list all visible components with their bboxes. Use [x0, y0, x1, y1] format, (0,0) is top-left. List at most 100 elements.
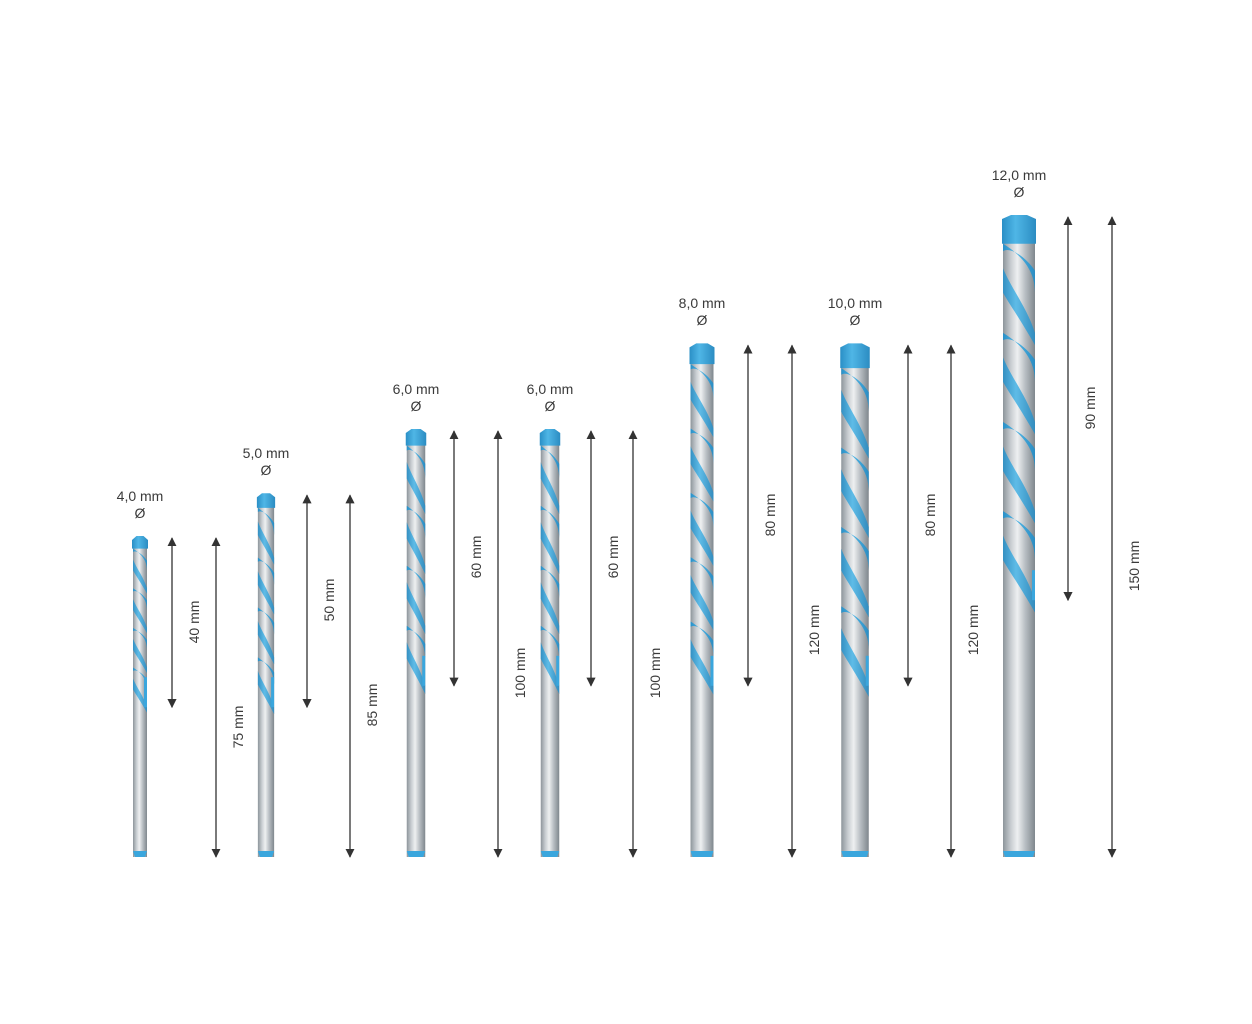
drill-flute	[257, 607, 275, 635]
drill-end	[257, 851, 275, 857]
drill-flute-end	[865, 655, 869, 686]
drill-flute	[841, 628, 869, 697]
total-length-label: 100 mm	[512, 647, 528, 699]
drill-bit	[1002, 215, 1036, 857]
diameter-value: 6,0 mm	[526, 381, 574, 397]
drill-bit	[689, 343, 715, 857]
drill-flute	[690, 574, 714, 631]
drill-tip	[132, 536, 148, 549]
drill-flute	[1003, 511, 1035, 561]
drill-flute-end	[1032, 570, 1035, 601]
drill-flute	[406, 642, 426, 695]
total-length-label: 120 mm	[965, 604, 981, 656]
drill-flute	[133, 667, 147, 690]
drill-flute	[1003, 332, 1035, 382]
total-length-label: 75 mm	[230, 705, 246, 748]
diameter-label: 8,0 mm Ø	[662, 295, 742, 329]
drill-flute	[406, 505, 426, 539]
diameter-value: 12,0 mm	[991, 167, 1047, 183]
diameter-label: 5,0 mm Ø	[226, 445, 306, 479]
diameter-symbol: Ø	[134, 505, 146, 521]
drill-flute	[133, 678, 147, 713]
drill-flute-end	[271, 677, 275, 708]
drill-flute	[133, 638, 147, 674]
working-length-label: 60 mm	[605, 535, 621, 579]
drill-flute	[1003, 446, 1035, 524]
drill-flute	[257, 557, 275, 586]
drill-flute	[690, 446, 714, 502]
drill-flute	[690, 621, 714, 657]
drill-flute	[1003, 422, 1035, 472]
drill-flute-end	[422, 655, 426, 686]
drill-flute	[540, 642, 560, 695]
working-length-label: 60 mm	[468, 535, 484, 579]
drill-flute	[257, 571, 275, 615]
drill-flute	[841, 548, 869, 618]
diameter-value: 4,0 mm	[116, 488, 164, 504]
diameter-label: 12,0 mm Ø	[979, 167, 1059, 201]
drill-flute	[406, 522, 426, 574]
drill-flute	[540, 505, 560, 539]
drill-flute	[133, 599, 147, 634]
drill-flute	[690, 364, 714, 400]
drill-flute	[690, 492, 714, 529]
drill-flute	[133, 548, 147, 571]
drill-flute	[690, 557, 714, 593]
drill-flute	[841, 469, 869, 538]
drill-flute	[690, 428, 714, 464]
drill-bit	[256, 493, 276, 857]
drill-flute	[841, 447, 869, 492]
drill-flute	[841, 368, 869, 412]
drill-end	[1003, 851, 1035, 857]
diameter-label: 6,0 mm Ø	[376, 381, 456, 415]
drill-end	[690, 851, 714, 857]
drill-flute	[841, 389, 869, 459]
diameter-label: 4,0 mm Ø	[100, 488, 180, 522]
diameter-value: 6,0 mm	[392, 381, 440, 397]
diameter-label: 6,0 mm Ø	[510, 381, 590, 415]
drill-flute	[540, 522, 560, 574]
drill-flute	[690, 381, 714, 438]
total-length-label: 85 mm	[364, 683, 380, 727]
drill-flute	[406, 582, 426, 635]
diameter-label: 10,0 mm Ø	[815, 295, 895, 329]
diameter-symbol: Ø	[410, 398, 422, 414]
working-length-label: 40 mm	[186, 600, 202, 643]
drill-flute	[690, 639, 714, 695]
total-length-label: 150 mm	[1126, 540, 1142, 592]
drill-flute	[540, 462, 560, 514]
drill-flute	[540, 445, 560, 479]
working-length-label: 80 mm	[922, 493, 938, 536]
diameter-value: 8,0 mm	[678, 295, 726, 312]
drill-flute	[406, 625, 426, 659]
drill-flute	[133, 588, 147, 611]
drill-flute-end	[556, 655, 560, 686]
drill-tip	[256, 493, 276, 508]
drill-flute	[133, 559, 147, 594]
working-length-label: 50 mm	[321, 578, 337, 622]
drill-end	[133, 851, 147, 857]
diameter-symbol: Ø	[1013, 184, 1025, 200]
drill-end	[540, 851, 560, 857]
drill-flute	[257, 507, 275, 536]
drill-tip	[689, 343, 715, 365]
drill-flute	[406, 445, 426, 479]
drill-flute	[841, 606, 869, 651]
drill-flute	[1003, 357, 1035, 435]
drill-tip	[840, 343, 870, 369]
drill-flute-end	[710, 655, 714, 686]
drill-bit	[405, 429, 427, 857]
drill-bit	[840, 343, 870, 857]
total-length-label: 100 mm	[647, 647, 663, 699]
diameter-symbol: Ø	[696, 312, 708, 329]
diameter-symbol: Ø	[544, 398, 556, 414]
diameter-symbol: Ø	[260, 462, 272, 479]
drill-flute	[257, 621, 275, 665]
drill-flute	[540, 582, 560, 635]
drill-flute	[540, 625, 560, 659]
drill-tip	[405, 429, 427, 446]
drill-tip	[1002, 215, 1036, 244]
drill-flute	[1003, 268, 1035, 346]
drill-flute	[406, 462, 426, 514]
